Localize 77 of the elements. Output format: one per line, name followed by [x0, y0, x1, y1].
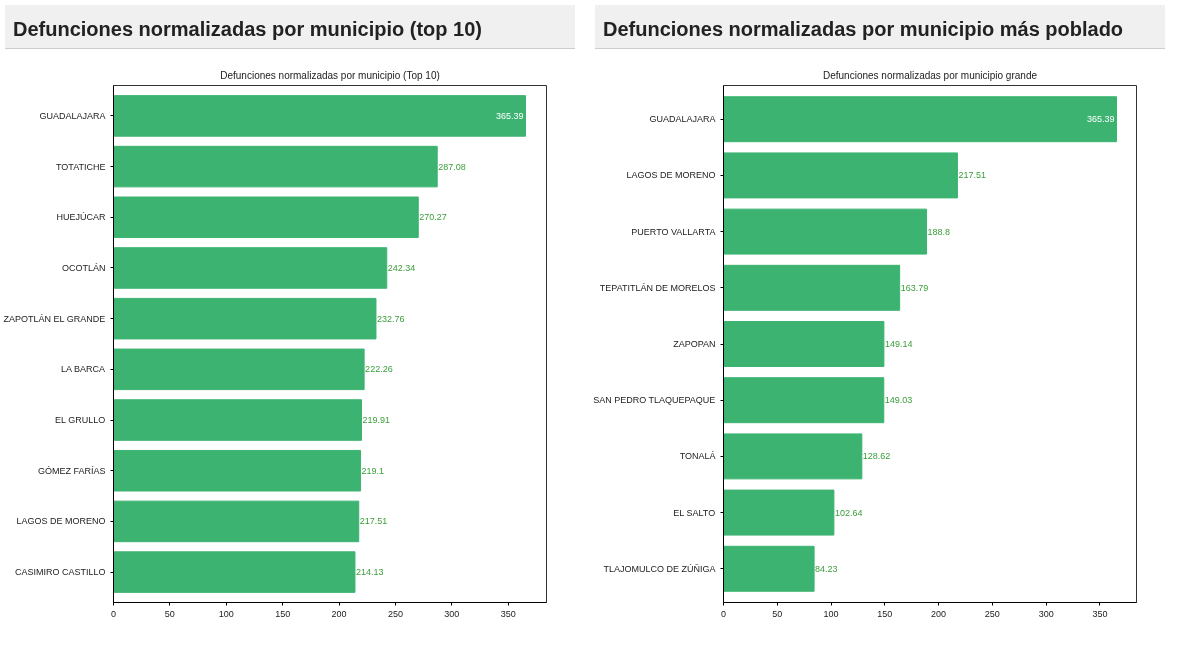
bar — [113, 247, 388, 289]
x-tick-label: 50 — [772, 608, 783, 619]
data-label: 102.64 — [834, 507, 863, 518]
bar — [723, 433, 863, 480]
x-tick-label: 200 — [931, 608, 947, 619]
bar — [113, 196, 419, 239]
x-tick-label: 150 — [275, 608, 291, 619]
y-tick-label: GÓMEZ FARÍAS — [37, 465, 106, 476]
data-label: 217.51 — [958, 170, 986, 181]
x-tick-label: 300 — [444, 608, 460, 619]
data-label: 365.39 — [1086, 114, 1115, 125]
data-label: 84.23 — [815, 563, 838, 574]
y-tick-label: OCOTLÁN — [61, 262, 106, 273]
y-tick-label: LA BARCA — [60, 364, 106, 375]
bar — [113, 297, 377, 340]
chart-subtitle: Defunciones normalizadas por municipio grande — [823, 69, 1038, 81]
bar — [723, 545, 815, 592]
data-label: 149.03 — [884, 395, 913, 406]
bar — [113, 348, 365, 391]
y-tick-label: ZAPOPAN — [673, 339, 716, 349]
y-tick-label: TOTATICHE — [56, 161, 106, 172]
data-label: 188.8 — [927, 226, 951, 237]
x-tick-label: 100 — [218, 608, 234, 619]
bar — [113, 399, 362, 441]
bar — [113, 551, 356, 593]
data-label: 128.62 — [862, 451, 891, 462]
chart-subtitle: Defunciones normalizadas por municipio (Top 10) — [220, 69, 440, 81]
bar — [113, 95, 527, 137]
x-tick-label: 350 — [1092, 608, 1108, 619]
y-tick-label: HUEJÚCAR — [56, 212, 106, 223]
y-tick-label: LAGOS DE MORENO — [16, 516, 106, 527]
bar — [723, 152, 958, 199]
y-tick-label: TONALÁ — [679, 451, 716, 462]
data-label: 219.91 — [362, 415, 390, 426]
y-tick-label: GUADALAJARA — [39, 110, 106, 121]
y-tick-label: TLAJOMULCO DE ZÚÑIGA — [603, 563, 716, 574]
bar — [723, 321, 885, 367]
data-label: 232.76 — [376, 313, 405, 324]
chart-title: Defunciones normalizadas por municipio (top 10) — [13, 17, 482, 42]
bar — [723, 96, 1117, 143]
y-tick-label: LAGOS DE MORENO — [626, 170, 716, 181]
bar — [113, 500, 360, 543]
x-tick-label: 0 — [721, 608, 727, 619]
data-label: 149.14 — [884, 339, 913, 349]
data-label: 214.13 — [355, 567, 384, 578]
bar — [723, 264, 901, 311]
bar — [723, 377, 885, 424]
x-tick-label: 150 — [877, 608, 893, 619]
y-tick-label: SAN PEDRO TLAQUEPAQUE — [593, 395, 716, 406]
x-tick-label: 350 — [500, 608, 516, 619]
data-label: 222.26 — [365, 364, 393, 375]
y-tick-label: EL SALTO — [673, 507, 716, 518]
y-tick-label: GUADALAJARA — [649, 114, 716, 125]
y-tick-label: TEPATITLÁN DE MORELOS — [599, 282, 716, 293]
chart-title: Defunciones normalizadas por municipio más poblado — [603, 17, 1124, 42]
y-tick-label: EL GRULLO — [54, 415, 106, 426]
data-label: 163.79 — [900, 282, 929, 293]
y-tick-label: ZAPOTLÁN EL GRANDE — [3, 313, 106, 324]
data-label: 270.27 — [419, 212, 447, 223]
x-tick-label: 300 — [1038, 608, 1054, 619]
x-tick-label: 0 — [111, 608, 117, 619]
data-label: 365.39 — [495, 110, 524, 121]
data-label: 242.34 — [387, 262, 416, 273]
data-label: 219.1 — [361, 465, 385, 476]
data-label: 287.08 — [438, 161, 466, 172]
y-tick-label: PUERTO VALLARTA — [631, 226, 716, 237]
x-tick-label: 100 — [823, 608, 839, 619]
x-tick-label: 200 — [331, 608, 347, 619]
y-tick-label: CASIMIRO CASTILLO — [14, 567, 106, 578]
x-tick-label: 250 — [387, 608, 403, 619]
bar — [113, 145, 438, 188]
bar — [723, 208, 928, 255]
data-label: 217.51 — [359, 516, 388, 527]
x-tick-label: 250 — [984, 608, 1000, 619]
bar — [113, 449, 362, 492]
x-tick-label: 50 — [164, 608, 175, 619]
bar — [723, 489, 835, 536]
